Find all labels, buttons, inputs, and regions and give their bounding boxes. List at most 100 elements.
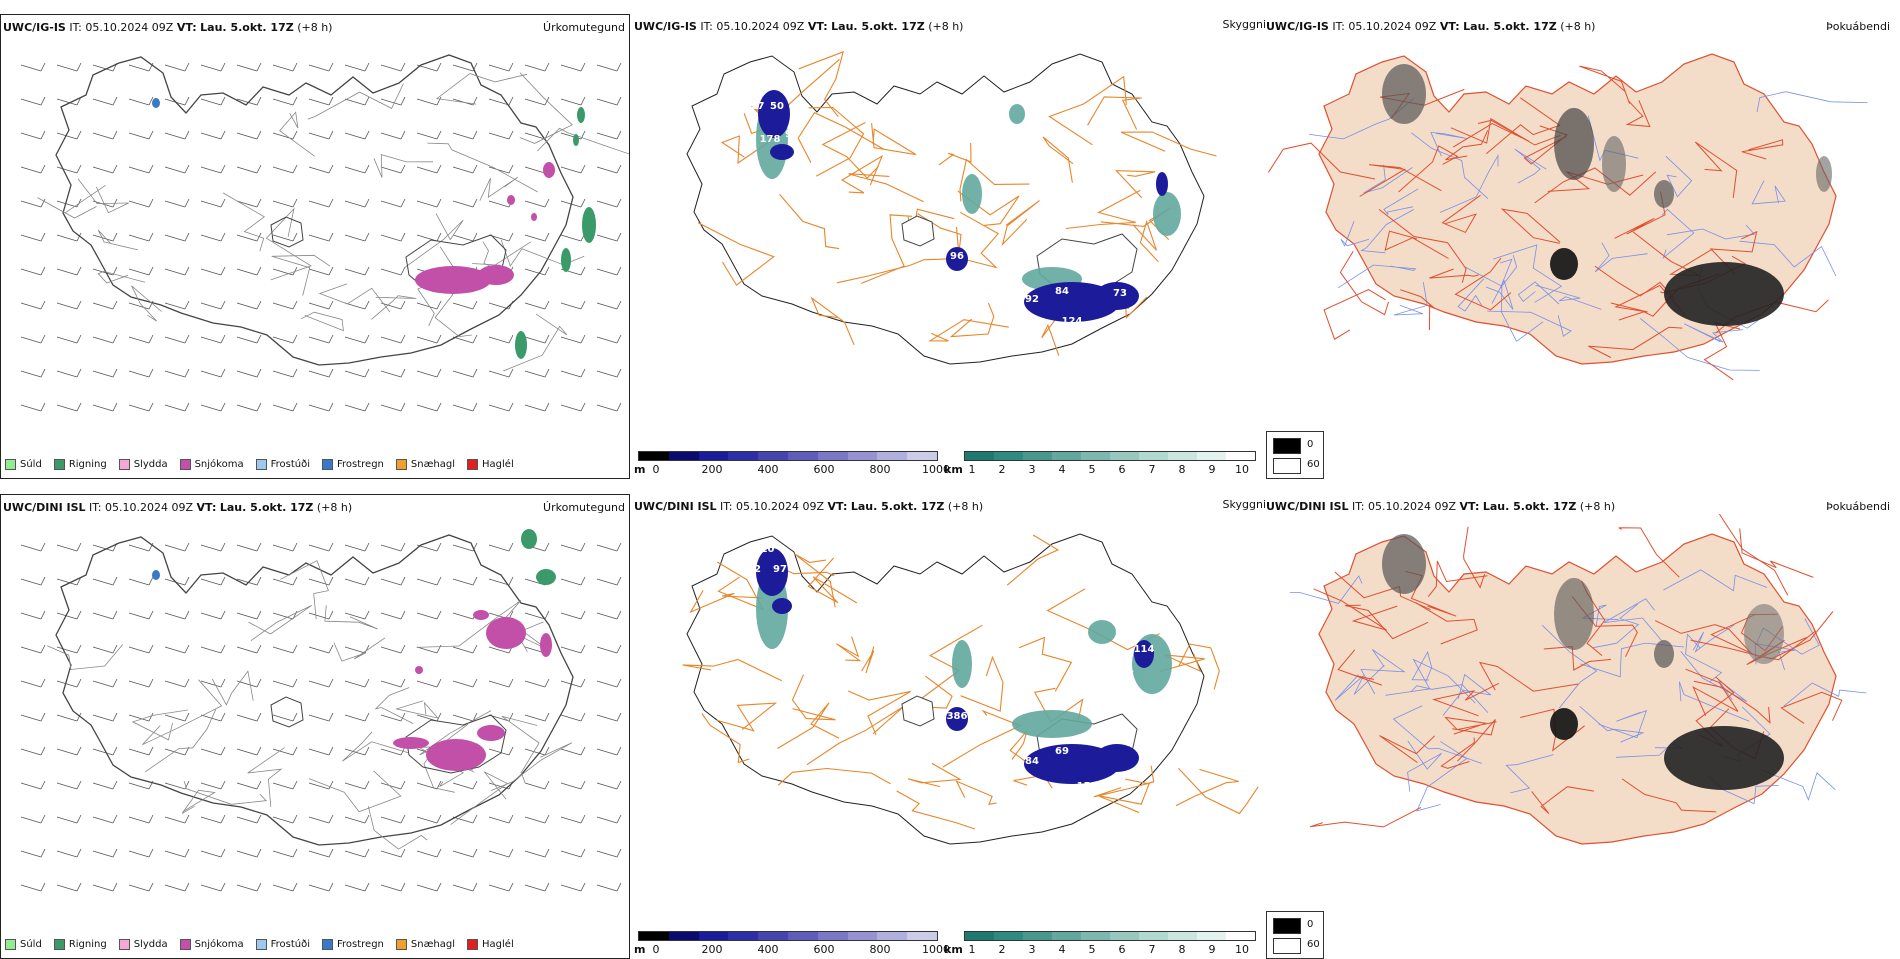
road-segment — [777, 767, 891, 786]
wind-barb — [128, 266, 154, 276]
wind-barb — [20, 62, 46, 72]
iceland-outline — [55, 54, 574, 366]
legend-item: Slydda — [118, 459, 168, 470]
road-segment — [1588, 326, 1683, 358]
wind-barb — [128, 334, 154, 344]
snow-depth-label: 50 — [770, 101, 784, 112]
wind-barb — [56, 882, 82, 892]
fog-legend-swatch-60 — [1273, 458, 1301, 474]
wind-barb — [380, 814, 406, 824]
vt-label: VT: — [1439, 20, 1460, 33]
colorbar-cell — [965, 452, 994, 460]
wind-barb — [272, 266, 298, 276]
wind-barb — [344, 130, 370, 140]
wind-barb — [200, 780, 226, 790]
road-segment — [1115, 170, 1156, 199]
lead-time: (+8 h) — [1579, 500, 1616, 513]
panel-header: UWC/IG-IS IT: 05.10.2024 09Z VT: Lau. 5.… — [3, 21, 332, 34]
wind-barb — [128, 164, 154, 174]
wind-barb — [560, 848, 586, 858]
snow-scale-tick: 400 — [757, 463, 779, 476]
vt-label: VT: — [807, 20, 828, 33]
road-segment — [1384, 230, 1449, 259]
road-segment — [1177, 767, 1259, 815]
fog-legend-label-0: 0 — [1307, 439, 1314, 450]
wind-barb — [596, 610, 622, 620]
colorbar-cell — [1023, 452, 1052, 460]
snow-depth-label: 84 — [1025, 756, 1039, 767]
visibility-colorbar: km 1 2 3 4 5 6 7 8 9 10 — [944, 927, 1262, 959]
road-segment — [1411, 132, 1489, 199]
wind-barb — [416, 678, 442, 688]
wind-barb — [596, 814, 622, 824]
wind-barb — [416, 848, 442, 858]
road-segment — [1500, 208, 1561, 244]
wind-barb — [596, 164, 622, 174]
road-segment — [1337, 649, 1382, 686]
wind-barb — [380, 164, 406, 174]
colorbar-cell — [994, 452, 1023, 460]
wind-barb — [452, 300, 478, 310]
road-segment — [1761, 769, 1836, 801]
wind-barb — [380, 848, 406, 858]
wind-barb — [200, 368, 226, 378]
wind-barb — [308, 402, 334, 412]
wind-barb — [56, 814, 82, 824]
wind-barb — [524, 266, 550, 276]
fog-index-area — [1382, 64, 1832, 326]
legend-swatch — [53, 459, 65, 470]
road-network — [37, 72, 629, 372]
wind-barb — [416, 610, 442, 620]
wind-barbs — [20, 62, 622, 412]
road-segment — [1132, 219, 1159, 263]
wind-barb — [452, 368, 478, 378]
road-segment — [1718, 514, 1789, 596]
wind-barb — [164, 130, 190, 140]
wind-barb — [20, 96, 46, 106]
colorbar-cell — [847, 452, 878, 460]
road-segment — [791, 674, 836, 721]
wind-barb — [380, 62, 406, 72]
road-segment — [810, 296, 855, 346]
legend-item: Snæhagl — [395, 459, 455, 470]
road-segment — [1739, 240, 1837, 277]
road-segment — [896, 790, 976, 830]
wind-barb — [452, 232, 478, 242]
wind-barb — [380, 198, 406, 208]
road-segment — [37, 184, 106, 219]
wind-barb — [308, 814, 334, 824]
road-segment — [797, 111, 885, 164]
vis-scale-tick: 3 — [1028, 463, 1036, 476]
colorbar-cell — [668, 932, 699, 940]
road-segment — [503, 313, 568, 372]
legend-item: Frostregn — [322, 939, 384, 950]
snow-depth-label: 127 — [744, 101, 765, 112]
wind-barb — [272, 62, 298, 72]
wind-barb — [488, 848, 514, 858]
wind-barb — [272, 576, 298, 586]
wind-barb — [128, 130, 154, 140]
wind-barb — [380, 542, 406, 552]
wind-barb — [524, 882, 550, 892]
road-segment — [395, 700, 439, 719]
wind-barb — [272, 848, 298, 858]
road-segment — [1018, 636, 1073, 692]
fog-legend-label-60: 60 — [1307, 459, 1320, 470]
wind-barb — [488, 334, 514, 344]
road-segment — [794, 553, 836, 608]
road-segment — [848, 173, 924, 203]
wind-barb — [380, 644, 406, 654]
road-segment — [1411, 651, 1433, 682]
road-segment — [404, 213, 464, 268]
wind-barb — [92, 848, 118, 858]
road-segment — [907, 762, 962, 788]
wind-barb — [596, 198, 622, 208]
panel-header: UWC/IG-IS IT: 05.10.2024 09Z VT: Lau. 5.… — [634, 20, 963, 33]
legend-swatch — [322, 939, 333, 950]
colorbar-cell — [1081, 452, 1110, 460]
road-segment — [307, 83, 404, 120]
wind-barb — [596, 644, 622, 654]
road-segment — [427, 142, 538, 193]
wind-barb — [200, 644, 226, 654]
wind-barb — [236, 368, 262, 378]
